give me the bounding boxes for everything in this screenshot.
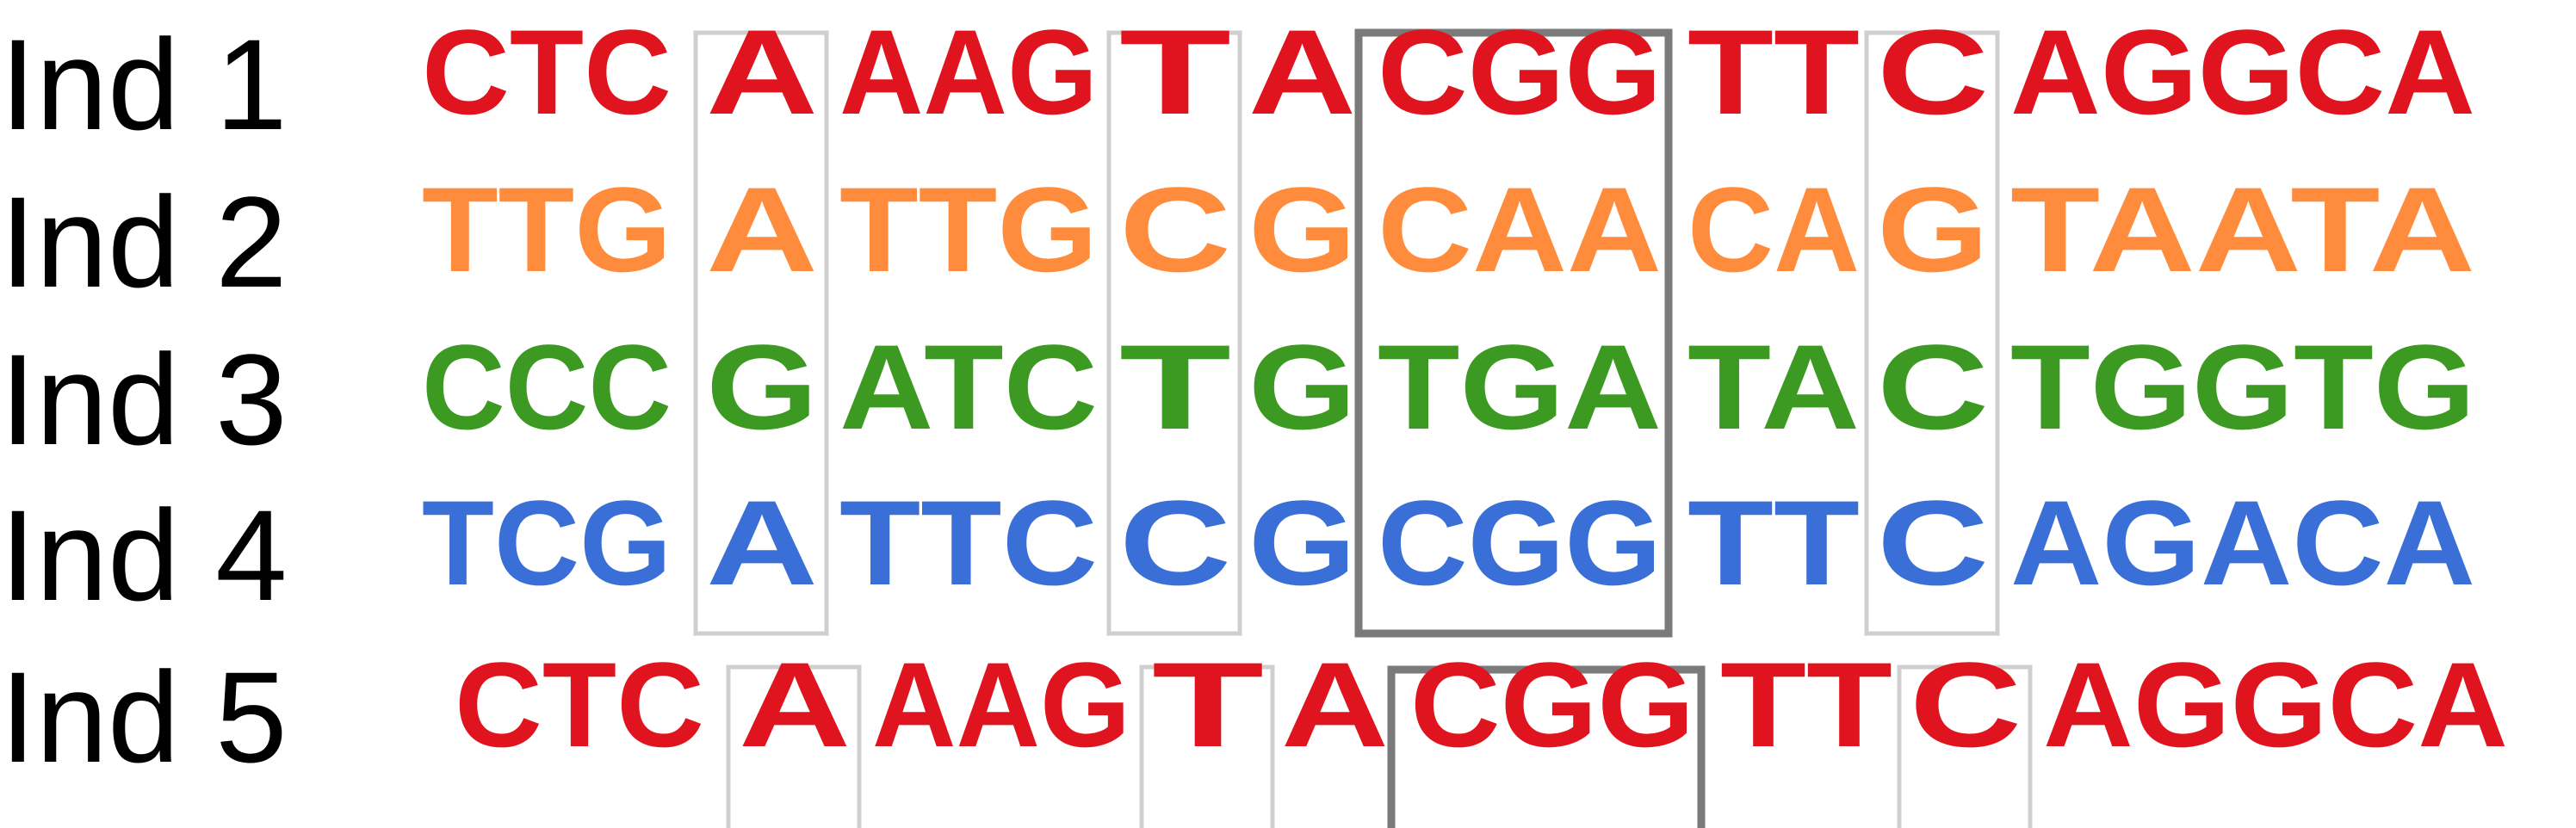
highlight-box-col-2 [693, 30, 829, 636]
seq-segment-r2-s6: CAA [1378, 162, 1662, 297]
seq-segment-r4-s5: G [1248, 475, 1356, 610]
seq-segment-r5-s9: AGGCA [2043, 637, 2508, 772]
seq-segment-r1-s6: CGG [1378, 4, 1662, 139]
seq-segment-r4-s9: AGACA [2010, 475, 2475, 610]
seq-segment-r3-s8: C [1877, 319, 1989, 454]
seq-segment-r3-s6: TGA [1378, 319, 1662, 454]
seq-segment-r2-s9: TAATA [2010, 162, 2475, 297]
seq-segment-r2-s5: G [1248, 162, 1356, 297]
seq-segment-r4-s4: C [1119, 475, 1231, 610]
seq-segment-r3-s1: CCC [422, 319, 672, 454]
seq-segment-r1-s1: CTC [422, 4, 672, 139]
ind-label-3: Ind 3 [0, 327, 288, 472]
seq-segment-r3-s4: T [1119, 319, 1231, 454]
seq-segment-r5-s2: A [739, 637, 851, 772]
seq-segment-r5-s6: CGG [1410, 637, 1694, 772]
seq-segment-r3-s3: ATC [839, 319, 1098, 454]
seq-segment-r4-s2: A [706, 475, 818, 610]
seq-segment-r5-s1: CTC [455, 637, 704, 772]
highlight-box-row5-col-6 [1387, 665, 1706, 828]
highlight-box-col-6 [1354, 28, 1673, 638]
seq-segment-r5-s4: T [1152, 637, 1264, 772]
seq-segment-r3-s7: TA [1687, 319, 1860, 454]
seq-segment-r5-s3: AAG [872, 637, 1130, 772]
seq-segment-r4-s6: CGG [1378, 475, 1662, 610]
highlight-box-col-4 [1106, 30, 1242, 636]
seq-segment-r5-s8: C [1910, 637, 2022, 772]
highlight-boxes [693, 28, 2033, 828]
seq-segment-r5-s7: TT [1720, 637, 1892, 772]
seq-segment-r1-s4: T [1119, 4, 1231, 139]
seq-segment-r1-s8: C [1877, 4, 1989, 139]
seq-segment-r4-s1: TCG [422, 475, 672, 610]
seq-segment-r1-s5: A [1248, 4, 1356, 139]
seq-segment-r4-s7: TT [1687, 475, 1860, 610]
seq-segment-r2-s3: TTG [839, 162, 1098, 297]
seq-segment-r3-s9: TGGTG [2010, 319, 2475, 454]
ind-label-4: Ind 4 [0, 483, 288, 627]
seq-segment-r5-s5: A [1281, 637, 1389, 772]
highlight-box-col-8 [1864, 30, 2000, 636]
highlight-box-row5-col-8 [1897, 664, 2033, 828]
seq-segment-r3-s2: G [706, 319, 818, 454]
seq-segment-r2-s8: G [1877, 162, 1989, 297]
seq-segment-r4-s3: TTC [839, 475, 1098, 610]
seq-segment-r1-s2: A [706, 4, 818, 139]
seq-segment-r1-s9: AGGCA [2010, 4, 2475, 139]
highlight-box-row5-col-2 [726, 664, 862, 828]
ind-label-2: Ind 2 [0, 170, 288, 314]
seq-segment-r3-s5: G [1248, 319, 1356, 454]
seq-segment-r1-s7: TT [1687, 4, 1860, 139]
seq-segment-r2-s7: CA [1687, 162, 1860, 297]
ind-label-5: Ind 5 [0, 645, 288, 789]
seq-segment-r2-s2: A [706, 162, 818, 297]
highlight-box-row5-col-4 [1139, 664, 1275, 828]
seq-segment-r2-s4: C [1119, 162, 1231, 297]
seq-segment-r2-s1: TTG [422, 162, 672, 297]
ind-label-1: Ind 1 [0, 12, 288, 157]
seq-segment-r1-s3: AAG [839, 4, 1098, 139]
seq-segment-r4-s8: C [1877, 475, 1989, 610]
